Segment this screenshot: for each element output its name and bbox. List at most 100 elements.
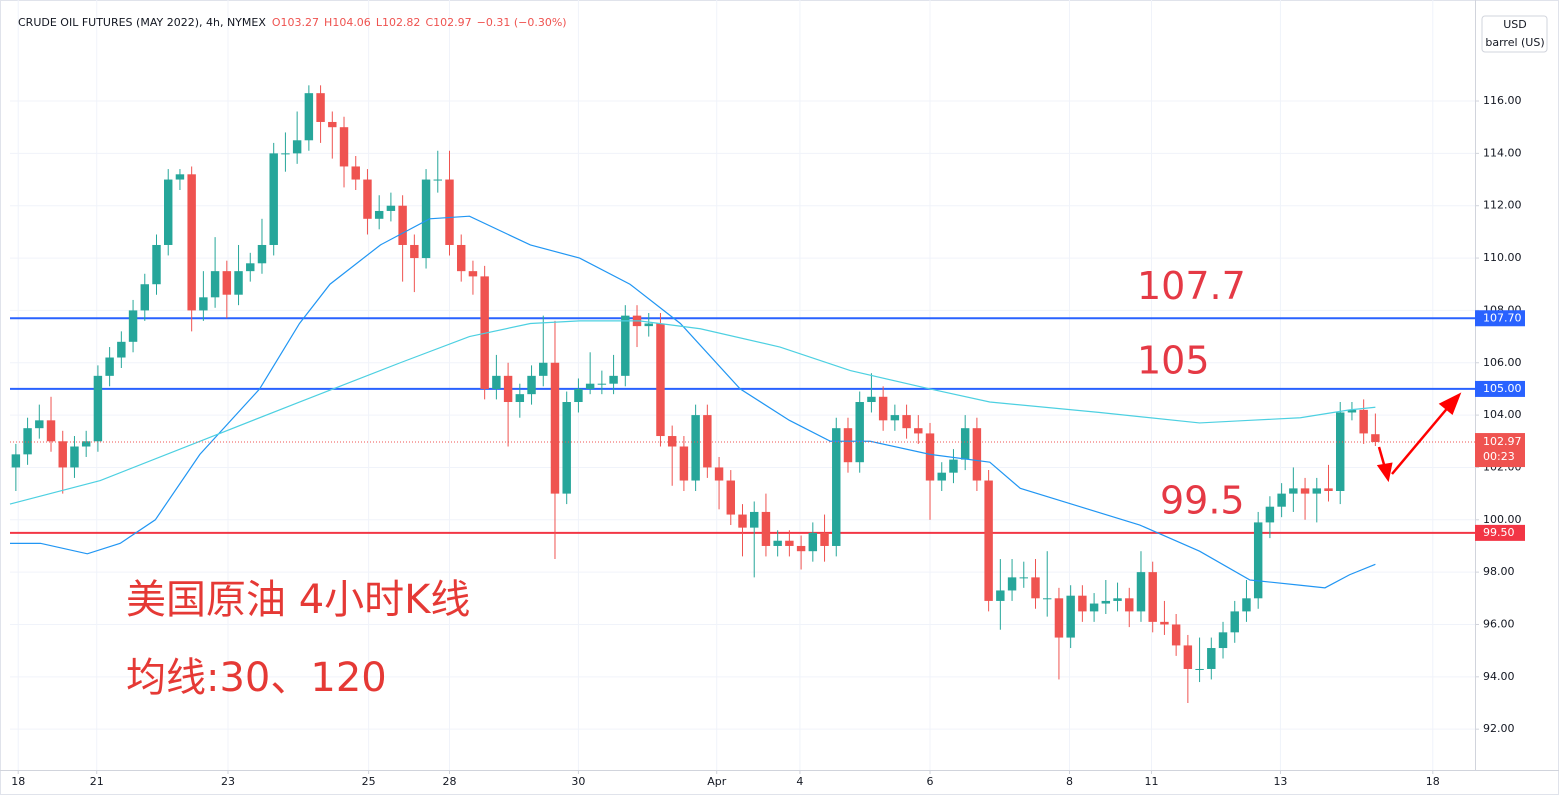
level-annotation: 107.7: [1137, 264, 1246, 308]
candle-body: [1148, 572, 1157, 622]
candle-body: [1136, 572, 1146, 612]
candle-body: [1371, 434, 1380, 443]
x-tick-label: 23: [221, 775, 235, 788]
candle-body: [35, 420, 44, 429]
candle-body: [667, 436, 677, 447]
candle-body: [210, 271, 220, 298]
candle-body: [363, 179, 372, 219]
candle-body: [351, 166, 360, 180]
x-tick-label: 18: [1426, 775, 1440, 788]
candle-body: [1289, 488, 1298, 494]
candle-body: [914, 428, 923, 434]
y-tick-label: 112.00: [1483, 199, 1522, 212]
candle-body: [1171, 624, 1181, 646]
currency: USD: [1503, 18, 1527, 31]
y-tick-label: 106.00: [1483, 356, 1522, 369]
x-tick-label: 30: [571, 775, 585, 788]
candle-body: [1125, 598, 1134, 612]
candle-body: [1031, 577, 1040, 599]
candle-body: [796, 545, 806, 552]
candle-body: [1324, 488, 1333, 491]
candle-body: [1218, 632, 1228, 649]
candle-body: [761, 511, 771, 546]
y-tick-label: 116.00: [1483, 94, 1522, 107]
candle-body: [234, 271, 243, 295]
y-tick-label: 94.00: [1483, 670, 1515, 683]
candle-body: [656, 323, 665, 437]
quote-value: C102.97: [425, 16, 471, 29]
candle-body: [515, 394, 525, 403]
candle-body: [773, 540, 782, 546]
countdown: 00:23: [1483, 450, 1515, 463]
candle-body: [1312, 488, 1321, 494]
candle-body: [222, 271, 232, 295]
candle-body: [269, 153, 278, 245]
candle-body: [785, 540, 794, 546]
candle-body: [1336, 412, 1345, 491]
arrow-line: [1391, 404, 1451, 475]
candle-body: [304, 93, 314, 141]
level-label: 107.70: [1483, 311, 1522, 324]
symbol-title: CRUDE OIL FUTURES (MAY 2022), 4h, NYMEX: [18, 16, 266, 29]
candle-body: [1113, 598, 1122, 601]
candle-body: [1054, 598, 1064, 638]
candle-body: [281, 153, 290, 155]
candle-body: [1007, 577, 1017, 591]
candle-body: [609, 375, 618, 384]
candle-body: [1347, 409, 1357, 413]
candle-body: [1183, 645, 1193, 669]
candle-body: [386, 205, 396, 211]
x-tick-label: Apr: [707, 775, 727, 788]
level-annotation: 105: [1137, 338, 1210, 382]
candle-body: [703, 415, 712, 468]
candle-body: [1160, 621, 1169, 625]
unit-box[interactable]: [1481, 15, 1548, 53]
x-tick-label: 6: [927, 775, 934, 788]
candle-body: [644, 323, 653, 327]
level-annotation: 99.5: [1160, 478, 1245, 522]
candle-body: [539, 362, 548, 376]
candle-body: [492, 375, 501, 389]
candle-body: [597, 383, 607, 385]
candle-body: [574, 388, 583, 403]
candle-body: [714, 467, 724, 481]
candle-body: [374, 210, 384, 219]
ma-line: [9, 320, 1376, 505]
x-tick-label: 28: [443, 775, 457, 788]
candle-body: [421, 179, 431, 259]
candle-body: [902, 415, 911, 429]
candle-body: [738, 514, 747, 528]
candle-body: [808, 532, 818, 552]
arrow-head: [1438, 392, 1462, 416]
candle-body: [832, 428, 841, 546]
candle-body: [246, 263, 255, 272]
candle-body: [679, 446, 689, 481]
candle-body: [867, 396, 876, 403]
y-tick-label: 92.00: [1483, 722, 1515, 735]
note: 均线:30、120: [126, 655, 387, 701]
candle-body: [890, 415, 900, 421]
candle-body: [339, 127, 349, 167]
candle-body: [1207, 648, 1216, 669]
quote-value: −0.31 (−0.30%): [477, 16, 567, 29]
y-tick-label: 110.00: [1483, 251, 1522, 264]
candle-body: [984, 480, 993, 601]
candle-body: [621, 315, 630, 376]
candle-body: [328, 121, 337, 128]
candle-body: [1359, 409, 1368, 434]
level-label-box: [1475, 310, 1525, 327]
candle-body: [1195, 668, 1204, 670]
candle-body: [562, 402, 571, 494]
candle-body: [878, 396, 888, 421]
level-label-box: [1475, 380, 1525, 397]
candle-body: [1277, 493, 1286, 507]
x-tick-label: 8: [1066, 775, 1073, 788]
candle-body: [1242, 598, 1251, 612]
candle-body: [1043, 598, 1052, 600]
candle-body: [410, 244, 419, 259]
x-tick-label: 11: [1145, 775, 1159, 788]
level-label: 105.00: [1483, 382, 1522, 395]
candle-body: [93, 375, 103, 442]
last-price-box: [1475, 433, 1525, 468]
